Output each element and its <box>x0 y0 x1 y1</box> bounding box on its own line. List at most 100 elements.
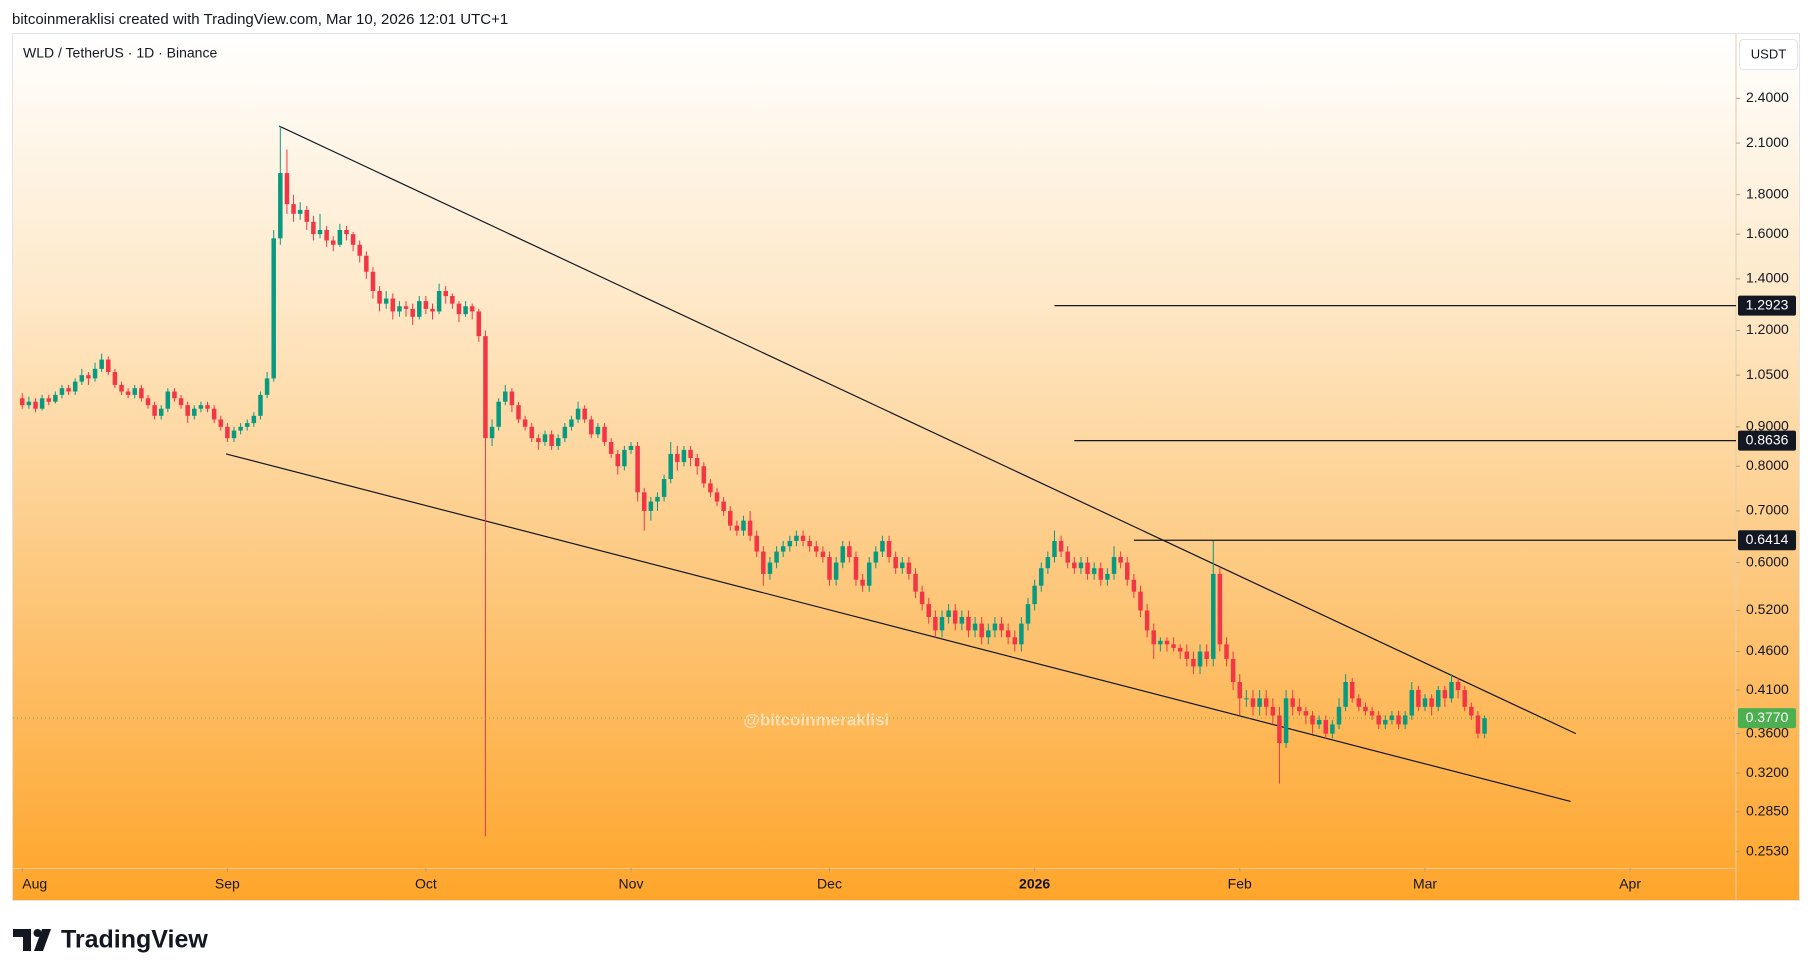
candle-body <box>331 240 336 245</box>
y-tick-label: 0.6000 <box>1746 553 1789 569</box>
candle-body <box>92 368 98 379</box>
candle-body <box>1376 715 1381 725</box>
candle-body <box>238 426 243 431</box>
x-tick-label: Aug <box>22 876 47 892</box>
x-tick-label: Apr <box>1619 876 1641 892</box>
candle-body <box>774 551 779 563</box>
y-tick-label: 2.4000 <box>1746 89 1789 105</box>
currency-label[interactable]: USDT <box>1751 46 1786 61</box>
candle-body <box>972 623 978 631</box>
x-tick-label: Feb <box>1228 876 1252 892</box>
candle-body <box>489 426 495 439</box>
candle-body <box>681 449 687 463</box>
candle-body <box>569 419 574 427</box>
currency-button[interactable] <box>1739 39 1798 70</box>
candle-body <box>906 562 912 574</box>
y-tick-label: 1.4000 <box>1746 270 1789 286</box>
candle-body <box>264 378 270 395</box>
y-tick-label: 0.9000 <box>1746 418 1789 434</box>
candle-body <box>20 398 25 406</box>
candle-body <box>503 391 508 402</box>
candle-body <box>866 562 872 586</box>
candle-body <box>1025 604 1031 624</box>
candle-body <box>357 244 362 256</box>
candle-body <box>840 546 845 563</box>
candle-body <box>992 623 998 631</box>
candle-body <box>529 426 535 439</box>
candle-body <box>701 466 707 484</box>
candle-body <box>1323 719 1329 734</box>
candle-body <box>767 562 773 574</box>
candle-body <box>410 308 415 317</box>
candle-body <box>1197 651 1203 667</box>
logo-dot <box>33 929 42 937</box>
x-tick-label: Oct <box>415 876 437 892</box>
candle-body <box>820 551 826 558</box>
candle-body <box>900 562 905 569</box>
candle-body <box>986 630 991 638</box>
y-tick-label: 1.8000 <box>1746 185 1789 201</box>
candle-body <box>628 445 634 450</box>
candle-body <box>337 229 343 245</box>
candle-body <box>152 405 157 416</box>
candle-body <box>1389 715 1395 720</box>
candle-body <box>655 496 660 502</box>
candle-body <box>119 384 124 392</box>
candle-body <box>1257 698 1262 707</box>
candle-body <box>595 426 601 435</box>
candle-body <box>1237 682 1242 699</box>
candle-body <box>165 391 171 409</box>
candle-body <box>714 492 720 502</box>
level-badge <box>1738 430 1796 451</box>
candle-body <box>1469 706 1474 716</box>
candle-body <box>390 298 396 312</box>
candle-body <box>939 616 945 631</box>
candle-body <box>1151 630 1156 645</box>
candle-body <box>1244 698 1249 700</box>
candle-body <box>754 535 759 552</box>
candle-body <box>509 391 515 406</box>
candle-body <box>476 311 482 337</box>
candle-body <box>542 434 548 443</box>
candle-body <box>112 372 118 385</box>
candle-body <box>1158 640 1163 645</box>
candle-body <box>959 616 965 624</box>
candle-body <box>1138 591 1143 611</box>
candle-body <box>661 479 667 497</box>
candle-body <box>99 359 104 369</box>
candle-body <box>860 579 865 586</box>
candle-body <box>1396 715 1401 725</box>
candle-body <box>278 173 283 239</box>
candle-body <box>1442 690 1448 699</box>
candle-body <box>436 291 442 312</box>
plot-area: @bitcoinmeraklisi <box>13 125 1736 837</box>
candle-body <box>417 301 422 317</box>
x-tick-label: Dec <box>817 876 842 892</box>
candle-body <box>1230 658 1236 683</box>
y-tick-label: 0.2530 <box>1746 842 1789 858</box>
y-tick-label: 1.2000 <box>1746 321 1789 337</box>
candle-body <box>1363 706 1368 712</box>
candle-body <box>79 375 85 382</box>
candle-body <box>1038 568 1044 586</box>
candle-body <box>635 445 640 493</box>
candle-body <box>370 271 376 292</box>
candle-body <box>833 562 839 580</box>
candle-body <box>244 423 250 427</box>
candle-body <box>456 303 462 315</box>
y-tick-label: 0.3200 <box>1746 764 1789 780</box>
axes: 2.4000 2.1000 1.8000 1.6000 1.4000 1.2000 1.05… <box>21 89 1796 892</box>
candle-body <box>284 173 290 205</box>
candle-body <box>780 546 786 552</box>
candle-body <box>304 209 310 222</box>
candle-body <box>26 401 32 406</box>
candle-body <box>728 510 733 526</box>
y-tick-label: 0.2850 <box>1746 803 1789 819</box>
candle-body <box>1250 698 1256 707</box>
candle-body <box>1263 698 1269 707</box>
candle-body <box>178 398 184 406</box>
candle-body <box>1330 724 1335 734</box>
candle-body <box>46 398 51 402</box>
candle-body <box>1416 690 1421 707</box>
